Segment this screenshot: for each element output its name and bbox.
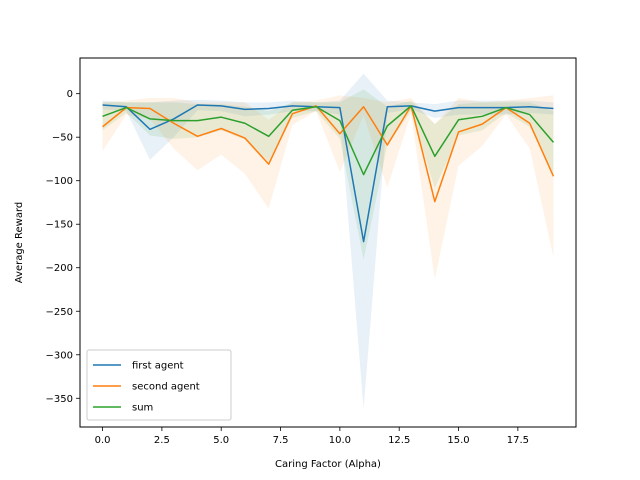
line-series-0 — [102, 104, 554, 243]
y-axis-ticks: 0 −50 −100 −150 −200 −250 −300 −350 — [46, 89, 80, 405]
y-tick-label: −100 — [46, 176, 73, 187]
line-series-2 — [102, 105, 555, 176]
x-tick-label: 17.5 — [507, 435, 529, 446]
series-lines — [102, 104, 555, 243]
x-tick-label: 15.0 — [447, 435, 469, 446]
legend-label-2: sum — [132, 403, 153, 414]
legend-box — [86, 349, 232, 421]
band-series-2 — [102, 89, 554, 260]
line-series-1 — [102, 105, 555, 203]
legend-label-1: second agent — [132, 382, 200, 393]
x-tick-label: 0.0 — [95, 435, 111, 446]
x-tick-label: 5.0 — [213, 435, 229, 446]
x-tick-label: 12.5 — [388, 435, 410, 446]
y-tick-label: 0 — [67, 89, 73, 100]
y-tick-label: −150 — [46, 220, 73, 231]
legend-label-0: first agent — [132, 361, 184, 372]
y-tick-label: −50 — [52, 133, 73, 144]
x-axis-ticks: 0.0 2.5 5.0 7.5 10.0 12.5 15.0 17.5 — [95, 427, 529, 446]
x-tick-label: 7.5 — [273, 435, 289, 446]
legend: first agent second agent sum — [86, 349, 232, 421]
x-tick-label: 10.0 — [329, 435, 351, 446]
y-tick-label: −250 — [46, 307, 73, 318]
plot-area-frame — [79, 57, 577, 428]
y-tick-label: −200 — [46, 263, 73, 274]
y-tick-label: −350 — [46, 394, 73, 405]
y-tick-label: −300 — [46, 350, 73, 361]
y-axis-label: Average Reward — [14, 202, 25, 283]
x-tick-label: 2.5 — [154, 435, 170, 446]
band-series-1 — [102, 95, 554, 280]
x-axis-label: Caring Factor (Alpha) — [275, 459, 381, 470]
